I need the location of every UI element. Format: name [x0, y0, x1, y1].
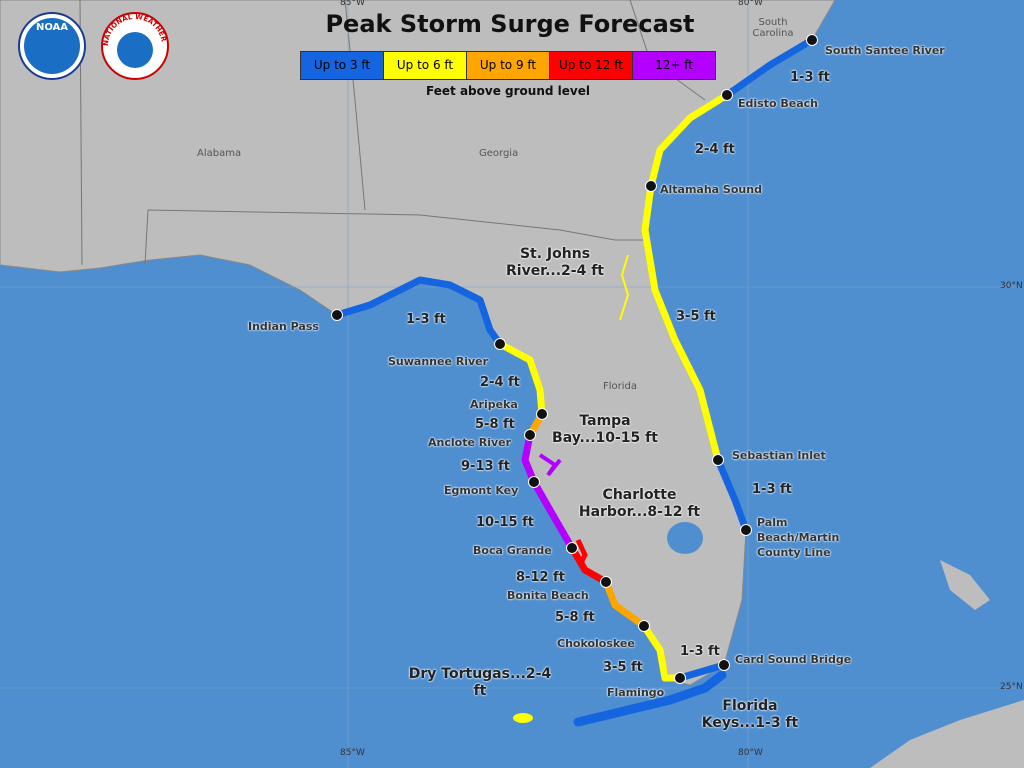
location-dot — [536, 408, 548, 420]
segment-label: 1-3 ft — [790, 70, 830, 85]
area-label: St. Johns River...2-4 ft — [505, 246, 604, 279]
segment-label: 2-4 ft — [480, 375, 520, 390]
state-label: South Carolina — [752, 17, 794, 39]
location-dot — [806, 34, 818, 46]
dry-tortugas — [513, 713, 533, 723]
area-label: Charlotte Harbor...8-12 ft — [578, 487, 701, 520]
segment-label: 1-3 ft — [406, 312, 446, 327]
location-dot — [712, 454, 724, 466]
noaa-logo: NOAA — [18, 12, 86, 80]
location-label: Aripeka — [470, 398, 518, 411]
st-johns-river — [619, 254, 630, 321]
grid-label: 85°W — [340, 748, 365, 758]
location-label: Chokoloskee — [557, 637, 635, 650]
surge-segment — [496, 340, 546, 418]
location-label: Palm Beach/Martin County Line — [757, 516, 840, 559]
cuba — [870, 700, 1024, 768]
tampa-bay — [538, 453, 562, 477]
legend-caption: Feet above ground level — [426, 84, 590, 98]
location-label: Indian Pass — [248, 320, 319, 333]
location-dot — [566, 542, 578, 554]
legend-item: Up to 9 ft — [467, 52, 550, 79]
legend-item: Up to 3 ft — [301, 52, 384, 79]
location-label: Card Sound Bridge — [735, 653, 852, 666]
surge-segment — [714, 456, 750, 534]
state-border — [144, 209, 648, 266]
surge-segment — [641, 91, 731, 464]
bahamas — [940, 560, 990, 610]
grid-label: 80°W — [738, 748, 763, 758]
location-dot — [645, 180, 657, 192]
location-dot — [721, 89, 733, 101]
segment-label: 5-8 ft — [475, 417, 515, 432]
location-label: Sebastian Inlet — [732, 449, 826, 462]
segment-label: 5-8 ft — [555, 610, 595, 625]
legend-item: Up to 6 ft — [384, 52, 467, 79]
segment-label: 2-4 ft — [695, 142, 735, 157]
location-dot — [600, 576, 612, 588]
segment-label: 3-5 ft — [676, 309, 716, 324]
location-dot — [331, 309, 343, 321]
surge-segment — [602, 578, 648, 630]
surge-segment — [568, 544, 610, 586]
state-border — [344, 0, 366, 211]
location-label: Flamingo — [607, 686, 665, 699]
location-label: Egmont Key — [444, 484, 519, 497]
grid-label: 85°W — [340, 0, 365, 8]
segment-label: 1-3 ft — [680, 644, 720, 659]
state-label: Florida — [603, 381, 638, 392]
segment-label: 3-5 ft — [603, 660, 643, 675]
segment-label: 10-15 ft — [476, 515, 534, 530]
title: Peak Storm Surge Forecast — [325, 10, 695, 38]
location-dot — [528, 476, 540, 488]
location-label: Altamaha Sound — [660, 183, 762, 196]
legend-item: Up to 12 ft — [550, 52, 633, 79]
location-dot — [638, 620, 650, 632]
location-dot — [494, 338, 506, 350]
location-label: Anclote River — [428, 436, 512, 449]
surge-segment — [640, 622, 684, 682]
area-label: Florida Keys...1-3 ft — [701, 698, 799, 731]
grid-label: 25°N — [1000, 682, 1023, 692]
location-label: Suwannee River — [388, 355, 489, 368]
segment-label: 1-3 ft — [752, 482, 792, 497]
location-label: South Santee River — [825, 44, 945, 57]
segment-label: 8-12 ft — [516, 570, 565, 585]
legend: Up to 3 ft Up to 6 ft Up to 9 ft Up to 12 f… — [300, 51, 716, 80]
segment-label: 9-13 ft — [461, 459, 510, 474]
location-dot — [740, 524, 752, 536]
grid-label: 80°W — [738, 0, 763, 8]
area-label: Dry Tortugas...2-4 ft — [408, 666, 552, 699]
area-label: Tampa Bay...10-15 ft — [552, 413, 658, 446]
surge-segment — [676, 661, 728, 682]
location-dot — [674, 672, 686, 684]
legend-item: 12+ ft — [633, 52, 715, 79]
florida-keys — [573, 670, 727, 727]
lake-okeechobee — [667, 522, 703, 554]
location-dot — [524, 429, 536, 441]
surge-segment — [333, 276, 504, 348]
location-dot — [718, 659, 730, 671]
location-label: Boca Grande — [473, 544, 552, 557]
location-label: Edisto Beach — [738, 97, 818, 110]
charlotte-harbor — [575, 538, 588, 567]
state-label: Alabama — [197, 148, 242, 159]
state-label: Georgia — [479, 148, 519, 159]
surge-segment — [723, 36, 816, 99]
location-label: Bonita Beach — [507, 589, 589, 602]
logo-text: NOAA — [36, 22, 68, 33]
grid-label: 30°N — [1000, 281, 1023, 291]
